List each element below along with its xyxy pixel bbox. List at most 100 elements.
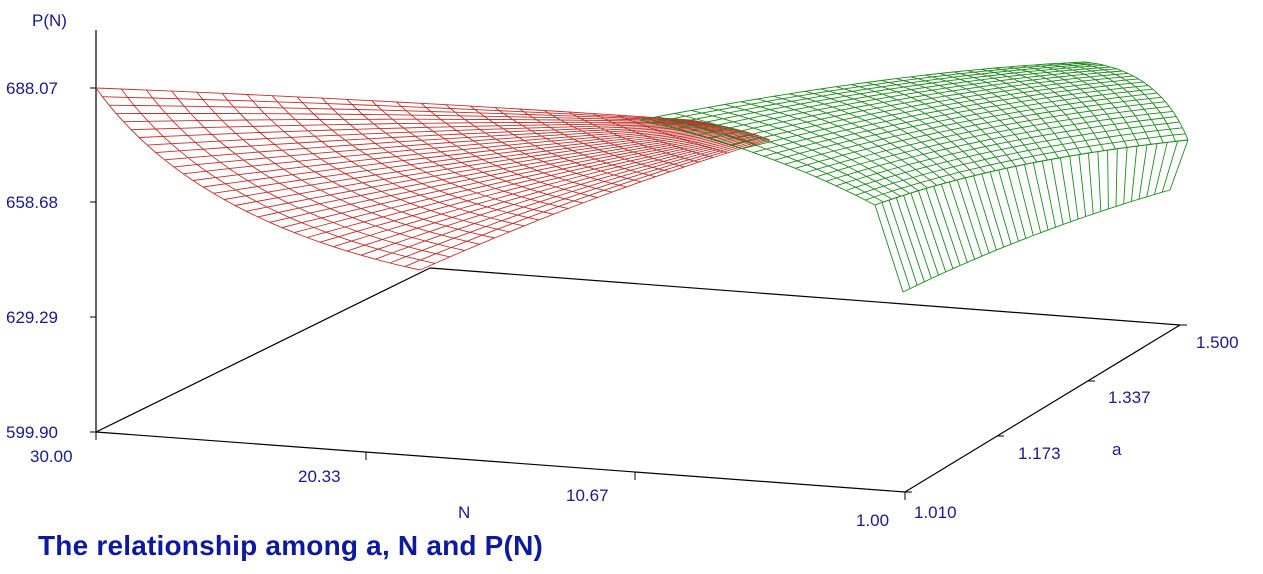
n-axis-line [95,431,906,493]
surface-green-curtain-line [1138,144,1148,200]
surface-green-curtain-line [1059,157,1072,222]
z-tick-label: 688.07 [6,79,58,98]
surface-green-curtain-line [1123,147,1128,204]
surface-green-gridline [789,93,956,181]
surface-red-gridline [568,111,699,163]
surface-green-curtain-line [933,186,961,266]
surface-green-curtain-line [940,183,968,263]
floor-left-edge [95,267,431,433]
surface-green-curtain-line [981,173,1005,248]
surface-green-curtain-line [1024,164,1042,233]
surface-green-gridline [939,73,1059,159]
surface-green-curtain-line [1146,143,1158,197]
surface-green-curtain-line [1169,139,1189,191]
surface-green-curtain-line [903,195,932,279]
surface-green-gridline [1021,65,1128,148]
surface-green-gridline [784,92,1158,165]
a-tick-label: 1.173 [1018,444,1061,463]
surface-red-gridline [95,87,421,271]
a-axis-line [904,324,1181,493]
surface-red-gridline [519,108,671,173]
surface-red-gridline [296,96,539,221]
surface-red-gridline [445,104,627,188]
surface-red-gridline [120,88,436,264]
surface-red-gridline [196,91,480,245]
surface-green-curtain-line [973,175,997,251]
a-tick-label: 1.337 [1108,388,1151,407]
surface-green-gridline [1084,61,1189,141]
surface-red-gridline [321,97,554,215]
n-tick-label: 1.00 [856,511,889,530]
surface-green-curtain-edge [902,189,1171,293]
surface-green-gridline [639,119,876,206]
surface-green-curtain-line [1130,145,1138,202]
surface-green-gridline [980,68,1093,153]
surface-green-gridline [820,88,976,176]
n-tick-label: 20.33 [298,467,341,486]
surface-red-gridline [171,90,465,251]
a-axis-label: a [1112,440,1122,459]
surface-red-gridline [346,99,569,209]
surface-green-curtain-line [910,192,939,276]
surface-green-curtain-line [917,190,947,273]
floor-back-edge [429,267,1181,326]
chart-title: The relationship among a, N and P(N) [38,530,544,561]
surface-green-curtain-line [895,197,925,282]
surface-green-gridline [1007,66,1116,150]
surface-green-gridline [1034,64,1140,146]
surface-red-gridline [281,131,748,229]
z-tick-label: 599.90 [6,423,58,442]
surface-green-curtain-line [964,177,990,254]
surface-green-curtain-line [1087,152,1094,214]
surface-red-gridline [470,105,642,183]
surface-green-gridline [804,90,966,179]
surface-green-curtain-line [1115,148,1118,207]
z-axis-label: P(N) [32,11,67,30]
surface-green-curtain-line [1015,166,1034,236]
surface-green-gridline [691,109,901,197]
surface-green-curtain-line [1107,150,1109,209]
n-tick-label: 30.00 [30,447,73,466]
n-ticks [95,432,906,500]
axes-frame [95,30,1181,493]
surface-green-gridline [924,74,1049,161]
surface-green-curtain-line [1078,154,1087,217]
surface-green-gridline [724,104,919,192]
surface-green-curtain-line [888,199,918,286]
surface-green-curtain-line [998,169,1019,242]
a-ticks [905,324,1187,493]
a-tick-label: 1.010 [914,503,957,522]
surface-green-gridline [881,80,1017,167]
surface-green-curtain-line [989,171,1012,245]
surface-green-curtain-edge [874,139,1189,206]
surface-red-mesh [95,87,771,271]
surface-red-gridline [257,130,743,218]
surface-green-gridline [953,71,1071,157]
surface-green-gridline [674,113,893,200]
surface-green-curtain-line [925,188,954,269]
surface-red-gridline [689,119,771,141]
z-tick-label: 629.29 [6,308,58,327]
surface-green-gridline [835,86,986,174]
surface-red-gridline [420,102,613,193]
surface-green-gridline [1072,62,1176,142]
surface-green-gridline [740,101,928,189]
surface-green-curtain-line [1050,159,1064,225]
n-tick-label: 10.67 [566,486,609,505]
surface-green-gridline [757,98,938,186]
surface-green-curtain-line [881,202,911,289]
surface-red-gridline [494,107,656,178]
surface-green-gridline [773,95,947,184]
surface-green-curtain-line [1097,151,1102,212]
surface-green-gridline [994,67,1105,151]
surface-green-curtain-line [1154,142,1168,195]
surface-red-gridline [123,118,704,123]
surface-green-curtain-line [948,181,976,260]
n-axis-label: N [458,503,470,522]
surface-red-gridline [271,95,525,227]
surface-red-gridline [396,101,598,198]
surface-green-curtain-line [1041,160,1057,228]
surface-green-curtain-line [1032,162,1049,230]
surface-green-gridline [815,105,1170,178]
